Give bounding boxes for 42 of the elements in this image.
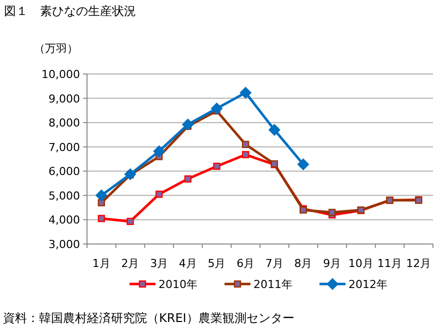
x-tick-label: 6月: [236, 257, 255, 270]
point: [213, 162, 220, 170]
point: [153, 145, 166, 158]
point: [126, 218, 134, 226]
point: [98, 214, 106, 222]
y-tick-label: 7,000: [48, 140, 80, 154]
point: [124, 168, 136, 180]
point: [95, 189, 108, 202]
x-tick-label: 8月: [294, 257, 312, 270]
y-axis-title: （万羽）: [34, 42, 78, 55]
x-tick-label: 4月: [178, 257, 197, 270]
point: [184, 175, 192, 183]
point: [210, 102, 223, 114]
point: [155, 190, 163, 198]
x-tick-label: 10月: [348, 257, 374, 270]
text: 資料：韓国農村経済研究院（KREI）農業観測センター: [3, 311, 294, 325]
x-tick-label: 3月: [150, 257, 168, 270]
x-tick-label: 11月: [377, 257, 402, 270]
y-tick-label: 3,000: [48, 238, 80, 251]
point: [240, 86, 252, 99]
x-tick-label: 1月: [92, 257, 110, 270]
legend-label: 2012年: [348, 278, 388, 291]
y-tick-label: 4,000: [48, 214, 80, 227]
y-tick-label: 8,000: [48, 116, 80, 130]
x-tick-label: 7月: [265, 257, 284, 270]
y-tick-label: 9,000: [48, 92, 80, 106]
y-tick-label: 5,000: [48, 189, 80, 202]
legend-label: 2011年: [254, 278, 292, 291]
legend-label: 2010年: [158, 278, 198, 291]
point: [182, 118, 194, 131]
point: [297, 158, 310, 170]
y-tick-label: 6,000: [48, 165, 80, 178]
chart-title: 図１ 素ひなの生産状況: [4, 4, 136, 18]
point: [268, 124, 280, 136]
x-tick-label: 9月: [323, 257, 342, 270]
x-tick-label: 5月: [208, 257, 226, 270]
x-tick-label: 2月: [121, 257, 140, 270]
x-tick-label: 12月: [406, 257, 432, 270]
point: [242, 140, 250, 148]
point: [242, 151, 250, 158]
y-tick-label: 10,000: [42, 68, 80, 81]
point: [328, 208, 336, 216]
